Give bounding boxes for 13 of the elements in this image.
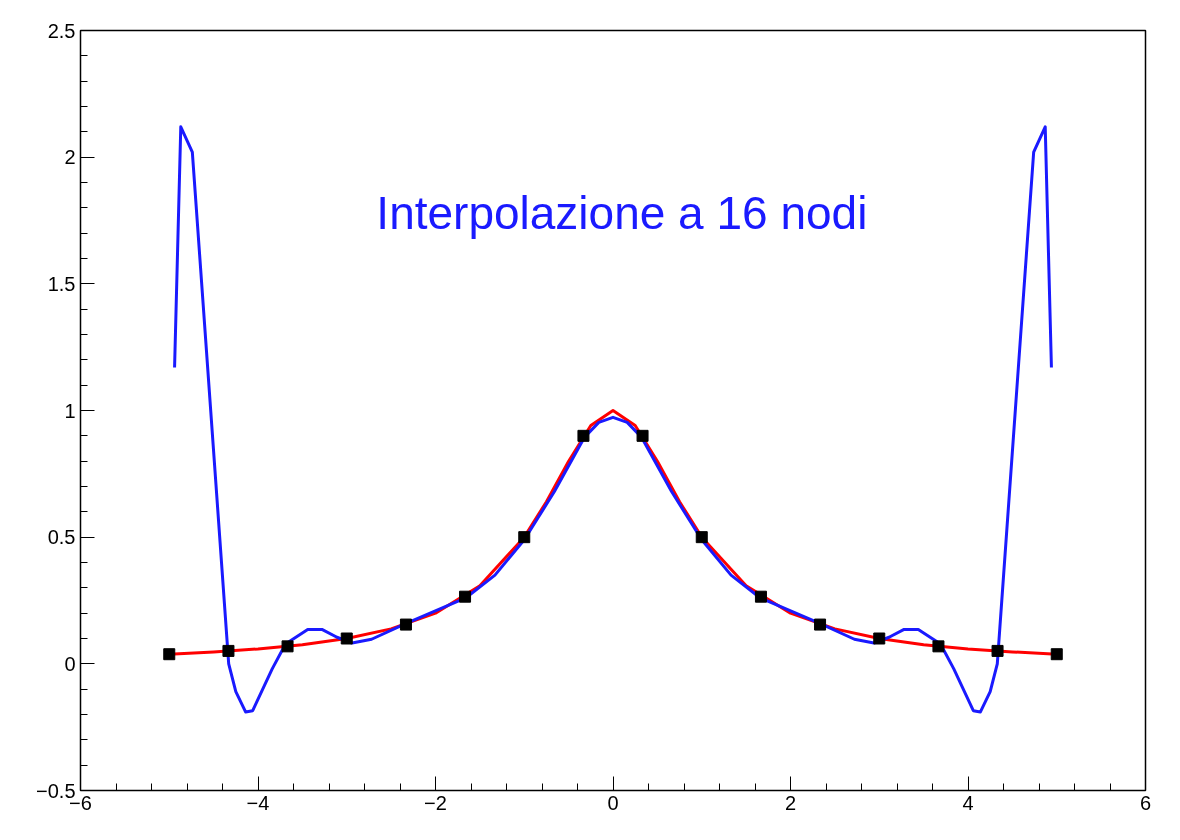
annotation: Interpolazione a 16 nodi [376, 186, 868, 239]
y-tick-label: 1 [64, 399, 76, 422]
y-tick-label: 0.5 [47, 526, 76, 549]
y-tick-label: 2.5 [47, 19, 76, 42]
x-tick-label: 0 [607, 791, 619, 814]
x-tick-label: 2 [784, 791, 797, 814]
y-tick-label: 1.5 [47, 272, 76, 295]
y-tick-label: 0 [64, 652, 76, 675]
x-tick-label: −4 [246, 791, 270, 814]
x-tick-label: 6 [1139, 791, 1152, 814]
x-tick-label: −2 [424, 791, 447, 814]
y-tick-label: 2 [64, 146, 76, 169]
x-tick-label: 4 [962, 791, 974, 814]
